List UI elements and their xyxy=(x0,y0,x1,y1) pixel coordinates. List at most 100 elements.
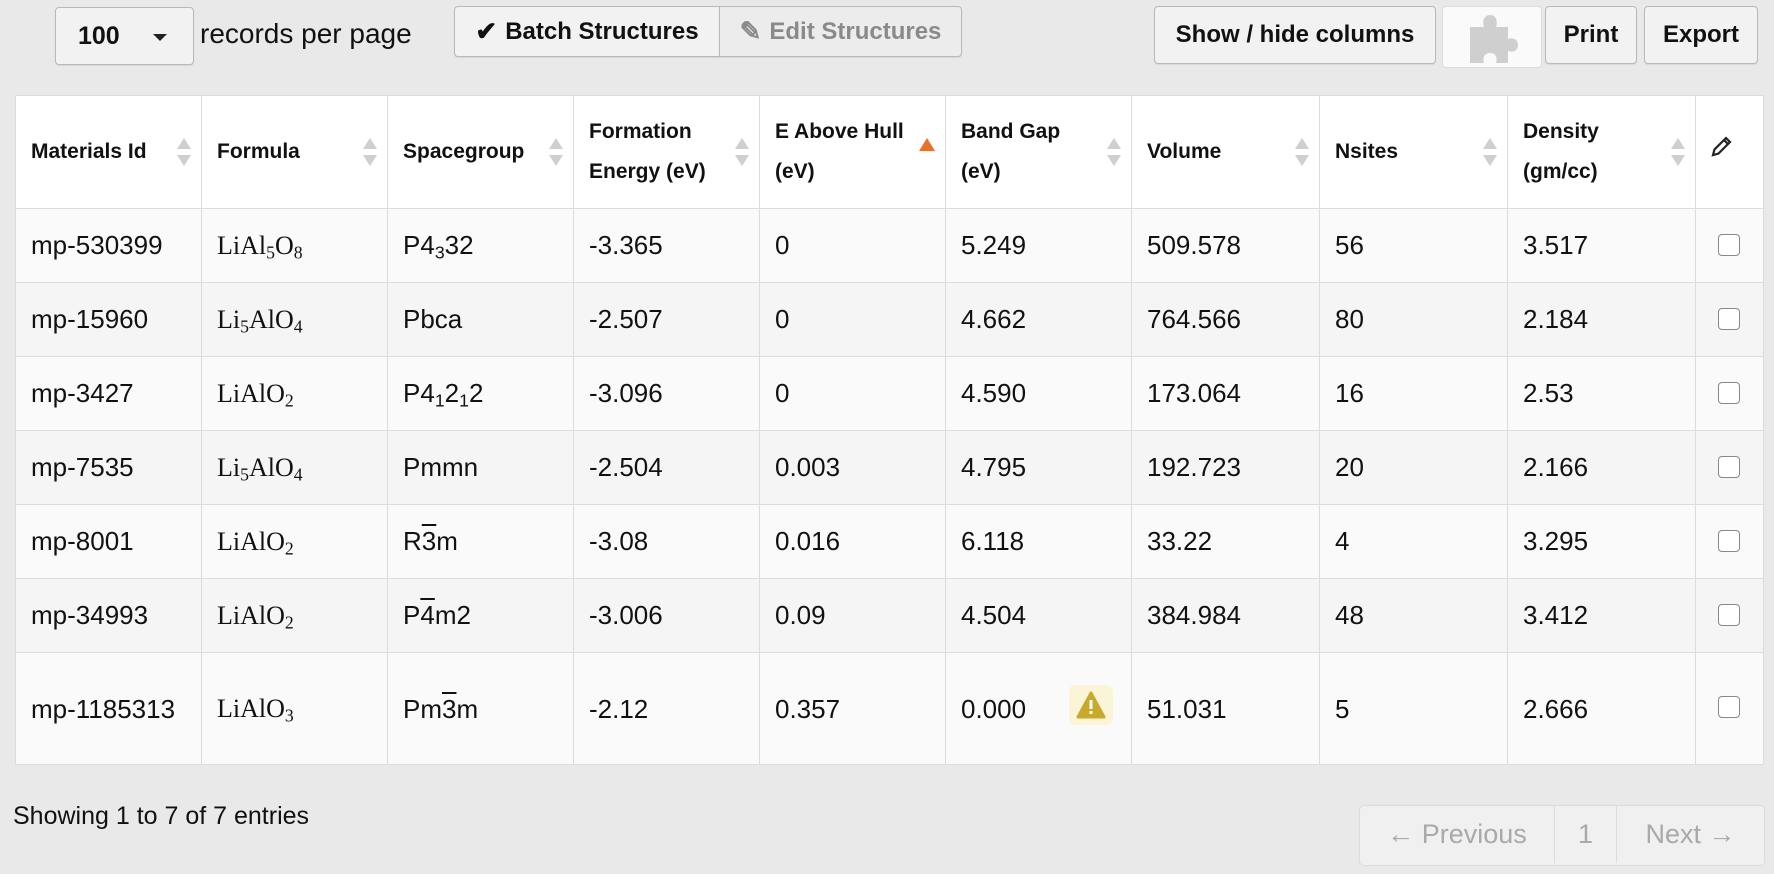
formation-energy-cell: -3.006 xyxy=(573,578,760,653)
page-size-select[interactable]: 100 xyxy=(55,7,194,65)
formula-label: Formula xyxy=(217,140,300,163)
select-cell xyxy=(1695,504,1764,579)
text-segment: 3 xyxy=(434,242,445,263)
next-page-button[interactable]: Next → xyxy=(1645,819,1736,849)
column-header-volume[interactable]: Volume xyxy=(1131,95,1320,209)
spacegroup-cell: Pbca xyxy=(387,282,574,357)
formation-energy-cell: -2.507 xyxy=(573,282,760,357)
formation-energy-cell: -3.096 xyxy=(573,356,760,431)
text-segment: 2 xyxy=(284,611,294,632)
column-header-nsites[interactable]: Nsites xyxy=(1319,95,1508,209)
nsites-cell: 16 xyxy=(1319,356,1508,431)
column-header-density[interactable]: Density (gm/cc) xyxy=(1507,95,1696,209)
band-gap-cell: 0.000 xyxy=(945,652,1132,765)
row-checkbox[interactable] xyxy=(1718,530,1740,552)
select-cell xyxy=(1695,282,1764,357)
text-segment: R xyxy=(403,526,422,556)
table-row[interactable]: mp-530399 LiAl5O8 P4332 -3.365 0 5.249 509.578… xyxy=(15,208,1764,283)
density-cell: 2.666 xyxy=(1507,652,1696,765)
materials-id-cell[interactable]: mp-1185313 xyxy=(15,652,202,765)
show-hide-columns-button[interactable]: Show / hide columns xyxy=(1154,6,1436,64)
column-header-edit[interactable] xyxy=(1695,95,1764,209)
text-segment: AlO xyxy=(248,304,294,334)
row-checkbox[interactable] xyxy=(1718,234,1740,256)
table-row[interactable]: mp-1185313 LiAlO3 Pm3m -2.12 0.357 0.000 51.03… xyxy=(15,652,1764,765)
sort-ascending-icon xyxy=(919,138,935,151)
e-above-hull-cell: 0.357 xyxy=(759,652,946,765)
text-segment: P4 xyxy=(403,378,435,408)
band-gap-label-line2: (eV) xyxy=(961,160,1001,183)
column-header-spacegroup[interactable]: Spacegroup xyxy=(387,95,574,209)
band-gap-cell: 6.118 xyxy=(945,504,1132,579)
nsites-cell: 4 xyxy=(1319,504,1508,579)
results-table: Materials Id Formula Spacegroup Formatio… xyxy=(15,95,1764,765)
table-row[interactable]: mp-8001 LiAlO2 R3m -3.08 0.016 6.118 33.22 4 3.2… xyxy=(15,504,1764,579)
spacegroup-cell: P4m2 xyxy=(387,578,574,653)
table-row[interactable]: mp-3427 LiAlO2 P41212 -3.096 0 4.590 173.064 16… xyxy=(15,356,1764,431)
materials-id-cell[interactable]: mp-530399 xyxy=(15,208,202,283)
row-checkbox[interactable] xyxy=(1718,456,1740,478)
e-above-hull-cell: 0 xyxy=(759,356,946,431)
band-gap-value: 0.000 xyxy=(961,693,1027,724)
export-button[interactable]: Export xyxy=(1644,6,1758,64)
puzzle-icon xyxy=(1470,15,1518,63)
nsites-cell: 5 xyxy=(1319,652,1508,765)
formula-cell: LiAlO2 xyxy=(201,578,388,653)
e-above-hull-cell: 0 xyxy=(759,282,946,357)
column-header-e-above-hull[interactable]: E Above Hull (eV) xyxy=(759,95,946,209)
formula-cell: Li5AlO4 xyxy=(201,282,388,357)
pagination: ← Previous 1 Next → xyxy=(1359,805,1765,866)
text-segment: Pmmn xyxy=(403,452,479,482)
density-cell: 3.412 xyxy=(1507,578,1696,653)
spacegroup-cell: P4332 xyxy=(387,208,574,283)
formation-energy-cell: -2.504 xyxy=(573,430,760,505)
density-cell: 2.53 xyxy=(1507,356,1696,431)
text-segment: m xyxy=(456,693,479,724)
print-button[interactable]: Print xyxy=(1545,6,1637,64)
column-header-materials-id[interactable]: Materials Id xyxy=(15,95,202,209)
previous-page-button[interactable]: ← Previous xyxy=(1360,806,1555,863)
column-header-formation-energy[interactable]: Formation Energy (eV) xyxy=(573,95,760,209)
puzzle-button[interactable] xyxy=(1442,6,1542,68)
formation-energy-cell: -3.08 xyxy=(573,504,760,579)
text-segment: 5 xyxy=(266,241,275,262)
text-segment: 4 xyxy=(420,600,435,630)
band-gap-value: 6.118 xyxy=(961,526,1025,556)
row-checkbox[interactable] xyxy=(1718,695,1740,718)
batch-structures-button[interactable]: ✔ Batch Structures xyxy=(454,6,720,57)
warning-icon[interactable] xyxy=(1069,685,1113,725)
text-segment: 2 xyxy=(444,378,460,408)
row-checkbox[interactable] xyxy=(1718,382,1740,404)
volume-cell: 33.22 xyxy=(1131,504,1320,579)
page-number-button[interactable]: 1 xyxy=(1555,806,1617,863)
materials-id-cell[interactable]: mp-7535 xyxy=(15,430,202,505)
sort-icon xyxy=(1483,138,1497,170)
text-segment: Pm xyxy=(403,693,442,724)
edit-structures-button[interactable]: ✎ Edit Structures xyxy=(719,6,962,57)
e-above-hull-label-line2: (eV) xyxy=(775,160,815,183)
checkmark-icon: ✔ xyxy=(475,16,498,46)
text-segment: AlO xyxy=(248,452,294,482)
column-header-band-gap[interactable]: Band Gap (eV) xyxy=(945,95,1132,209)
text-segment: Pbca xyxy=(403,304,463,334)
row-checkbox[interactable] xyxy=(1718,604,1740,626)
density-cell: 3.517 xyxy=(1507,208,1696,283)
materials-id-cell[interactable]: mp-8001 xyxy=(15,504,202,579)
row-checkbox[interactable] xyxy=(1718,308,1740,330)
column-header-formula[interactable]: Formula xyxy=(201,95,388,209)
materials-id-cell[interactable]: mp-3427 xyxy=(15,356,202,431)
materials-id-cell[interactable]: mp-15960 xyxy=(15,282,202,357)
text-segment: 32 xyxy=(444,230,474,260)
text-segment: 2 xyxy=(284,537,294,558)
show-hide-columns-label: Show / hide columns xyxy=(1175,21,1415,48)
e-above-hull-cell: 0.016 xyxy=(759,504,946,579)
table-row[interactable]: mp-7535 Li5AlO4 Pmmn -2.504 0.003 4.795 192.72… xyxy=(15,430,1764,505)
materials-id-cell[interactable]: mp-34993 xyxy=(15,578,202,653)
formula-cell: LiAlO2 xyxy=(201,356,388,431)
table-row[interactable]: mp-15960 Li5AlO4 Pbca -2.507 0 4.662 764.566 80… xyxy=(15,282,1764,357)
band-gap-cell: 4.504 xyxy=(945,578,1132,653)
select-cell xyxy=(1695,578,1764,653)
table-row[interactable]: mp-34993 LiAlO2 P4m2 -3.006 0.09 4.504 384.984… xyxy=(15,578,1764,653)
pencil-icon xyxy=(1711,136,1732,157)
records-per-page-label: records per page xyxy=(200,18,412,49)
